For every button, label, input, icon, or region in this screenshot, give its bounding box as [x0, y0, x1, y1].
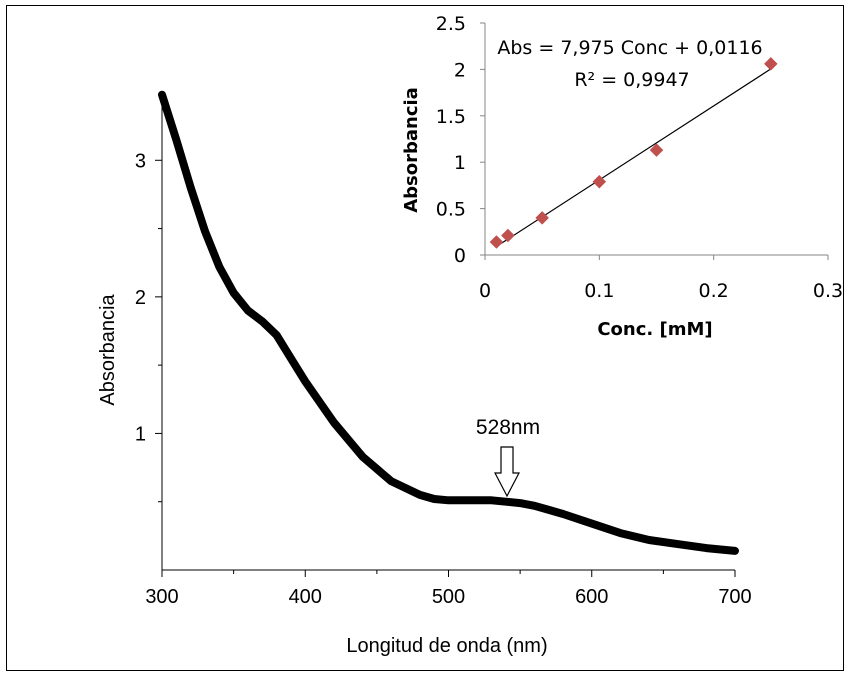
inset-x-tick-label: 0 [479, 280, 491, 302]
calibration-point [649, 143, 664, 157]
main-y-tick-label: 2 [135, 287, 146, 309]
peak-annotation-label: 528nm [476, 416, 540, 439]
main-chart: 300 400 500 600 700 1 2 3 Longitud de onda (nm… [97, 90, 752, 657]
spectrum-line [158, 90, 739, 555]
r-squared-label: R² = 0,9947 [574, 69, 689, 91]
inset-y-tick-label: 2 [454, 59, 466, 81]
regression-equation: Abs = 7,975 Conc + 0,0116 [497, 37, 762, 59]
figure-frame [6, 5, 844, 671]
inset-y-tick-label: 1 [454, 152, 466, 174]
inset-y-axis-label: Absorbancia [401, 87, 422, 213]
main-x-tick-label: 500 [432, 586, 465, 608]
inset-x-axis-label: Conc. [mM] [597, 319, 712, 340]
main-x-tick-label: 600 [575, 586, 608, 608]
inset-x-ticks: 0 0.1 0.2 0.3 [479, 255, 843, 302]
main-y-tick-label: 1 [135, 423, 146, 445]
main-x-ticks: 300 400 500 600 700 [145, 570, 752, 608]
inset-y-tick-label: 1.5 [436, 106, 466, 128]
inset-y-tick-label: 0 [454, 245, 466, 267]
calibration-point [535, 211, 550, 225]
calibration-point [763, 56, 778, 71]
main-x-axis-label: Longitud de onda (nm) [346, 635, 547, 657]
calibration-point [489, 235, 504, 249]
inset-y-tick-label: 0.5 [436, 199, 466, 221]
main-x-tick-label: 400 [289, 586, 322, 608]
calibration-point [592, 174, 607, 189]
main-x-tick-label: 300 [145, 586, 178, 608]
main-y-tick-label: 3 [135, 150, 146, 172]
main-y-ticks: 1 2 3 [135, 150, 162, 503]
calibration-point [501, 228, 515, 243]
calibration-points [489, 56, 778, 249]
inset-y-ticks: 0 0.5 1 1.5 2 2.5 [436, 13, 485, 267]
peak-arrow-icon [494, 446, 520, 498]
inset-x-tick-label: 0.2 [699, 280, 729, 302]
main-y-axis-label: Absorbancia [97, 294, 119, 406]
inset-chart: 0 0.1 0.2 0.3 0 0.5 1 1.5 2 2.5 Abs = 7,975 Conc… [401, 13, 843, 340]
main-x-tick-label: 700 [718, 586, 751, 608]
inset-y-tick-label: 2.5 [436, 13, 466, 35]
inset-x-tick-label: 0.1 [584, 280, 614, 302]
inset-x-tick-label: 0.3 [813, 280, 843, 302]
